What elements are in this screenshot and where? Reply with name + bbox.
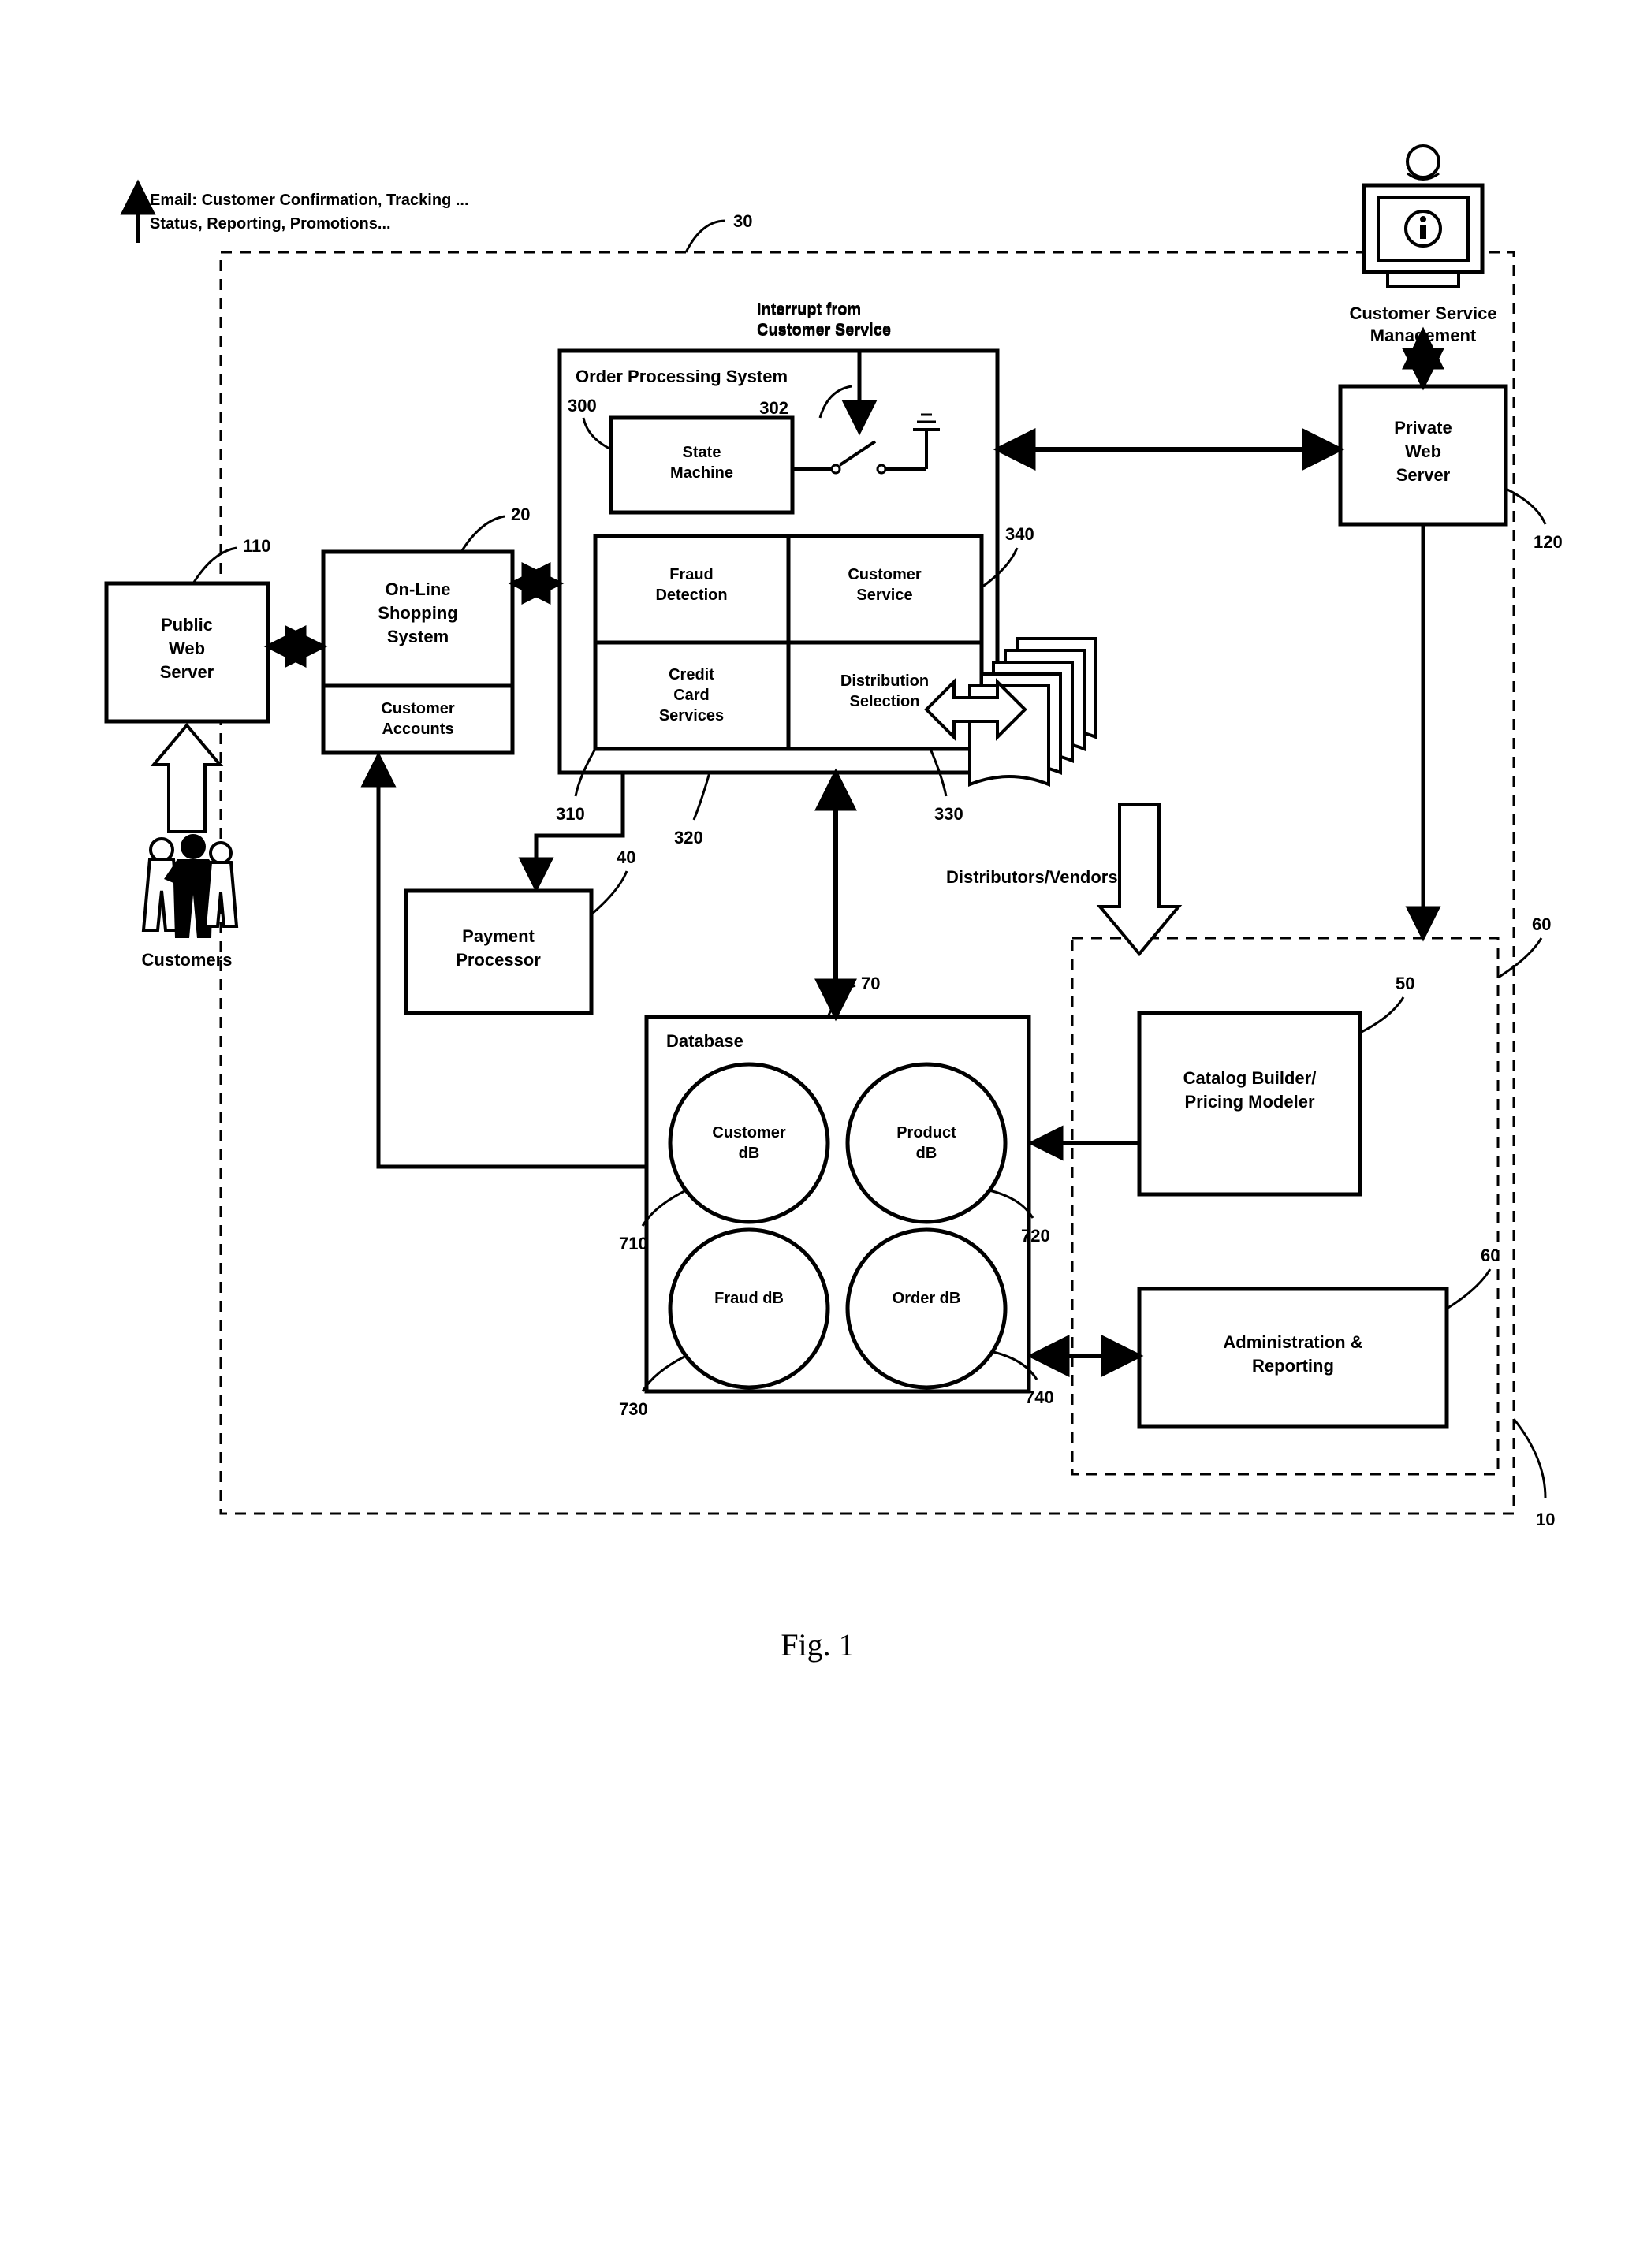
ref-300: 300 [568, 396, 597, 415]
figure-caption: Fig. 1 [781, 1627, 854, 1663]
ref-30: 30 [733, 211, 752, 231]
email-line1: Email: Customer Confirmation, Tracking .… [150, 192, 469, 209]
private-web-server: PrivateWebServer 120 Private Web Server [1340, 386, 1563, 552]
arrow-ops-payment [536, 773, 623, 889]
public-web-server: PublicWebServer 110 [106, 536, 271, 721]
ref-70: 70 [861, 974, 880, 993]
ref-302: 302 [759, 398, 788, 418]
ref-40: 40 [617, 847, 635, 867]
ref-710: 710 [619, 1234, 648, 1253]
ref-120: 120 [1534, 532, 1563, 552]
distributors-label: Distributors/Vendors [946, 867, 1118, 887]
system-diagram: Email: Customer Confirmation, Tracking .… [0, 0, 1636, 2264]
ref-730: 730 [619, 1399, 648, 1419]
online-shopping-system: On-LineShoppingSystem CustomerAccounts 2… [323, 505, 530, 753]
customers-label: Customers [142, 950, 233, 970]
ref-110: 110 [243, 536, 271, 556]
admin-reporting: Administration &Reporting 60 Administrat… [1139, 1246, 1500, 1427]
email-label: Email: Customer Confirmation, Tracking .… [138, 183, 469, 243]
ref-20: 20 [511, 505, 530, 524]
ref-740: 740 [1025, 1387, 1054, 1407]
svg-text:Fraud dB: Fraud dB [714, 1290, 784, 1307]
ref-320: 320 [674, 828, 703, 847]
svg-text:On-LineShoppingSystem: On-LineShoppingSystem [378, 579, 457, 646]
interrupt-text: Interrupt from Customer Service [757, 300, 891, 338]
database-title: Database [666, 1031, 743, 1051]
ref-60a: 60 [1481, 1246, 1500, 1265]
ref-310: 310 [556, 804, 585, 824]
customers-icon [143, 834, 237, 938]
ref-50: 50 [1396, 974, 1414, 993]
customers-group: Customers [142, 725, 237, 970]
ref-10: 10 [1536, 1510, 1555, 1529]
ref-720: 720 [1021, 1226, 1050, 1246]
ops-title: Order Processing System [576, 367, 788, 386]
catalog-builder: Catalog Builder/Pricing Modeler 50 Catal… [1139, 974, 1414, 1194]
ref-60b: 60 [1532, 914, 1551, 934]
terminal-icon [1364, 146, 1482, 286]
svg-text:Order dB: Order dB [893, 1290, 961, 1307]
email-line2: Status, Reporting, Promotions... [150, 215, 391, 233]
cs-management: Customer ServiceManagement Customer Serv… [1349, 146, 1496, 386]
payment-processor: PaymentProcessor 40 Payment Processor [406, 847, 635, 1013]
database: Database CustomerdB ProductdB Fraud dB O… [619, 974, 1054, 1419]
ref-340: 340 [1005, 524, 1034, 544]
ref-330: 330 [934, 804, 963, 824]
order-processing-system: Order Processing System StateMachine 300… [556, 351, 1034, 847]
